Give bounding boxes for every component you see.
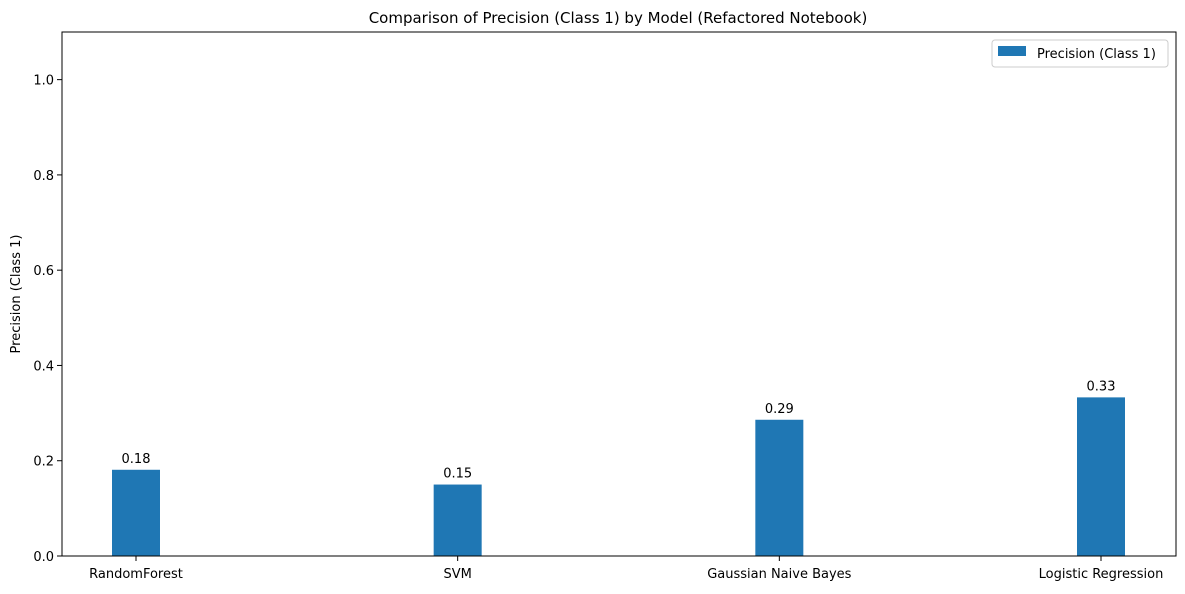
x-tick-label: Logistic Regression [1039,567,1164,582]
bar-value-label: 0.15 [443,467,472,482]
legend-label: Precision (Class 1) [1037,47,1156,62]
y-tick-label: 0.2 [33,455,54,470]
chart-title: Comparison of Precision (Class 1) by Mod… [369,9,868,27]
legend-swatch [998,46,1026,56]
bar-value-label: 0.33 [1087,379,1116,394]
bar-value-label: 0.29 [765,402,794,417]
legend: Precision (Class 1) [991,39,1169,68]
legend-frame [991,39,1169,68]
y-tick-label: 0.4 [33,359,54,374]
bar [433,484,482,556]
x-tick-label: SVM [443,567,471,582]
bar [112,469,160,556]
x-tick-label: Gaussian Naive Bayes [707,567,851,582]
x-tick-label: RandomForest [89,567,183,582]
y-tick-label: 1.0 [33,74,54,89]
bar [1077,397,1125,556]
y-axis-label: Precision (Class 1) [9,235,24,354]
y-tick-label: 0.8 [33,169,54,184]
plot-frame [61,31,1177,557]
bar-value-label: 0.18 [122,452,151,467]
plot-area: 0.0 0.2 0.4 0.6 0.8 1.0 0.18 RandomForest 0.15 SV… [33,31,1177,582]
y-tick-label: 0.6 [33,264,54,279]
y-tick-label: 0.0 [33,550,54,565]
bar [755,419,804,556]
